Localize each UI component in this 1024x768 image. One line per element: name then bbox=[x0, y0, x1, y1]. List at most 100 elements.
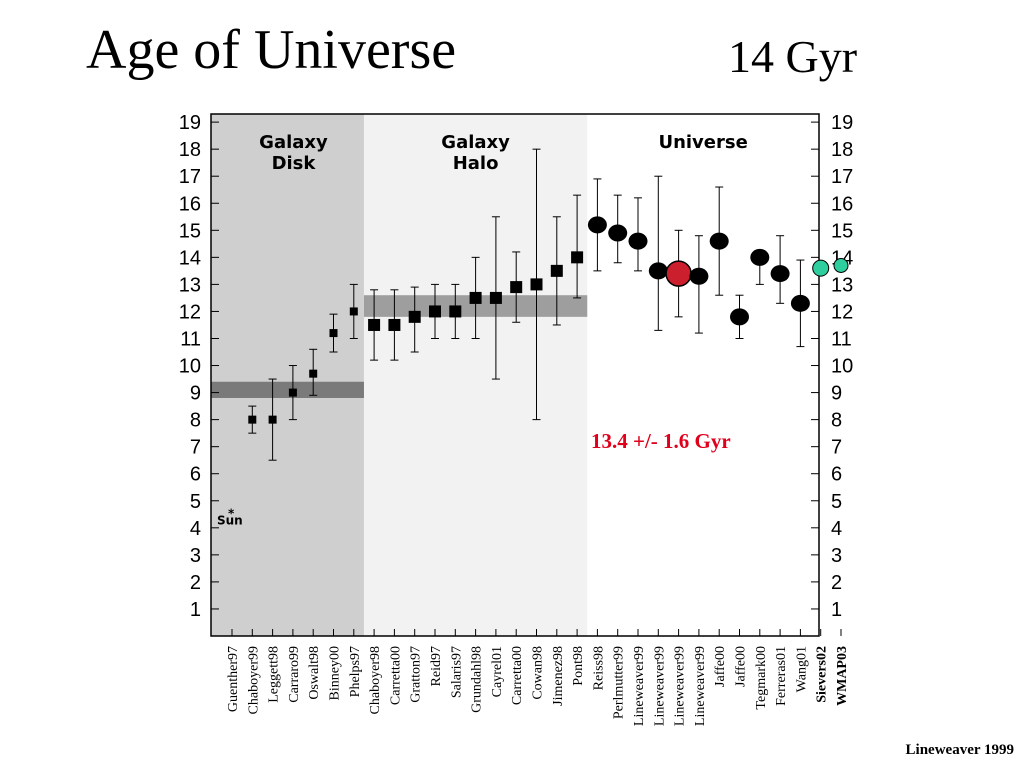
x-category-label: Perlmutter99 bbox=[612, 646, 627, 719]
y-tick-label-left: 6 bbox=[190, 464, 201, 486]
slide-subtitle: 14 Gyr bbox=[728, 31, 858, 82]
data-marker bbox=[571, 251, 584, 264]
y-tick-label-right: 8 bbox=[831, 410, 842, 432]
y-tick-label-left: 12 bbox=[179, 301, 201, 323]
x-category-label: Cayrel01 bbox=[490, 646, 505, 697]
data-marker bbox=[689, 267, 709, 285]
x-category-label: Lineweaver99 bbox=[652, 646, 667, 726]
x-category-label: Gratton97 bbox=[409, 646, 424, 703]
data-marker bbox=[429, 305, 441, 318]
data-marker bbox=[770, 265, 790, 283]
data-marker bbox=[750, 248, 770, 266]
data-marker bbox=[628, 232, 648, 250]
x-category-label: Carretta00 bbox=[510, 646, 525, 705]
x-category-label: Wang01 bbox=[794, 646, 809, 692]
y-tick-label-right: 2 bbox=[831, 572, 842, 594]
y-tick-label-left: 7 bbox=[190, 437, 201, 459]
region-label-1-1: Halo bbox=[453, 153, 499, 174]
x-category-label: Reid97 bbox=[429, 646, 444, 686]
x-category-label: Tegmark00 bbox=[754, 646, 769, 710]
x-category-label: Sievers02 bbox=[815, 646, 830, 703]
y-tick-label-left: 10 bbox=[179, 356, 201, 378]
sun-label: Sun bbox=[217, 514, 243, 528]
x-category-label: Jaffe00 bbox=[734, 646, 749, 687]
y-tick-label-left: 8 bbox=[190, 410, 201, 432]
y-tick-label-left: 3 bbox=[190, 545, 201, 567]
x-category-label: Binney00 bbox=[328, 646, 343, 700]
data-marker bbox=[349, 307, 358, 316]
credit-text: Lineweaver 1999 bbox=[905, 742, 1014, 758]
disk-age-band bbox=[211, 381, 364, 398]
x-category-label: Lineweaver99 bbox=[693, 646, 708, 726]
y-tick-label-right: 11 bbox=[831, 328, 852, 350]
y-tick-label-right: 10 bbox=[831, 356, 853, 378]
y-tick-label-left: 18 bbox=[179, 139, 201, 161]
data-marker bbox=[268, 415, 277, 424]
y-tick-label-right: 4 bbox=[831, 518, 842, 540]
y-tick-label-right: 16 bbox=[831, 193, 853, 215]
region-label-2-0: Universe bbox=[658, 132, 747, 153]
age-annotation: 13.4 +/- 1.6 Gyr bbox=[591, 429, 731, 453]
data-marker bbox=[648, 262, 668, 280]
data-marker bbox=[709, 232, 729, 250]
y-tick-label-left: 13 bbox=[179, 274, 201, 296]
region-label-1-0: Galaxy bbox=[441, 132, 510, 153]
plot-frame bbox=[210, 113, 820, 637]
recent-marker bbox=[833, 257, 849, 273]
x-category-label: Leggett98 bbox=[267, 646, 282, 703]
slide-title: Age of Universe bbox=[86, 19, 457, 81]
y-tick-label-right: 9 bbox=[831, 383, 842, 405]
y-tick-label-left: 17 bbox=[179, 166, 201, 188]
region-label-0-1: Disk bbox=[272, 153, 317, 174]
y-tick-label-right: 7 bbox=[831, 437, 842, 459]
data-marker bbox=[608, 224, 628, 242]
data-marker bbox=[790, 294, 810, 312]
y-tick-label-right: 6 bbox=[831, 464, 842, 486]
data-marker bbox=[587, 216, 607, 234]
data-marker bbox=[510, 281, 523, 294]
x-category-label: Oswalt98 bbox=[307, 646, 322, 700]
y-tick-label-left: 16 bbox=[179, 193, 201, 215]
x-category-label: Jimenez98 bbox=[551, 646, 566, 706]
galaxy-disk-region bbox=[211, 114, 364, 636]
data-marker bbox=[248, 415, 257, 424]
y-tick-label-left: 2 bbox=[190, 572, 201, 594]
data-marker bbox=[368, 318, 381, 331]
data-marker bbox=[388, 318, 401, 331]
x-category-label: Phelps97 bbox=[348, 646, 363, 697]
x-category-label: WMAP03 bbox=[835, 646, 850, 706]
y-tick-label-left: 11 bbox=[180, 328, 201, 350]
sun-marker: * bbox=[228, 507, 235, 521]
y-tick-label-left: 9 bbox=[190, 383, 201, 405]
x-category-label: Ferreras01 bbox=[774, 646, 789, 706]
y-tick-label-left: 4 bbox=[190, 518, 201, 540]
galaxy-halo-region bbox=[363, 114, 588, 636]
y-tick-label-left: 5 bbox=[190, 491, 201, 513]
x-category-label: Carraro99 bbox=[287, 646, 302, 703]
y-tick-label-right: 17 bbox=[831, 166, 853, 188]
x-category-label: Lineweaver99 bbox=[632, 646, 647, 726]
y-tick-label-right: 1 bbox=[831, 599, 842, 621]
data-marker bbox=[288, 388, 297, 397]
y-tick-label-left: 19 bbox=[179, 112, 201, 134]
x-category-label: Salaris97 bbox=[449, 646, 464, 698]
data-marker bbox=[730, 308, 749, 326]
y-tick-label-left: 14 bbox=[179, 247, 201, 269]
x-category-label: Cowan98 bbox=[531, 646, 546, 700]
y-tick-label-right: 13 bbox=[831, 274, 853, 296]
y-tick-label-left: 15 bbox=[179, 220, 201, 242]
highlight-marker bbox=[665, 260, 692, 287]
x-category-label: Lineweaver99 bbox=[673, 646, 688, 726]
data-marker bbox=[469, 291, 482, 304]
region-label-0-0: Galaxy bbox=[259, 132, 328, 153]
data-marker bbox=[449, 305, 462, 318]
y-tick-label-right: 19 bbox=[831, 112, 853, 134]
recent-marker bbox=[812, 259, 830, 277]
x-category-label: Jaffe00 bbox=[713, 646, 728, 687]
y-tick-label-left: 1 bbox=[190, 599, 201, 621]
x-category-label: Reiss98 bbox=[591, 646, 606, 690]
x-category-label: Pont98 bbox=[571, 646, 586, 686]
data-marker bbox=[329, 329, 338, 338]
y-tick-label-right: 15 bbox=[831, 220, 853, 242]
